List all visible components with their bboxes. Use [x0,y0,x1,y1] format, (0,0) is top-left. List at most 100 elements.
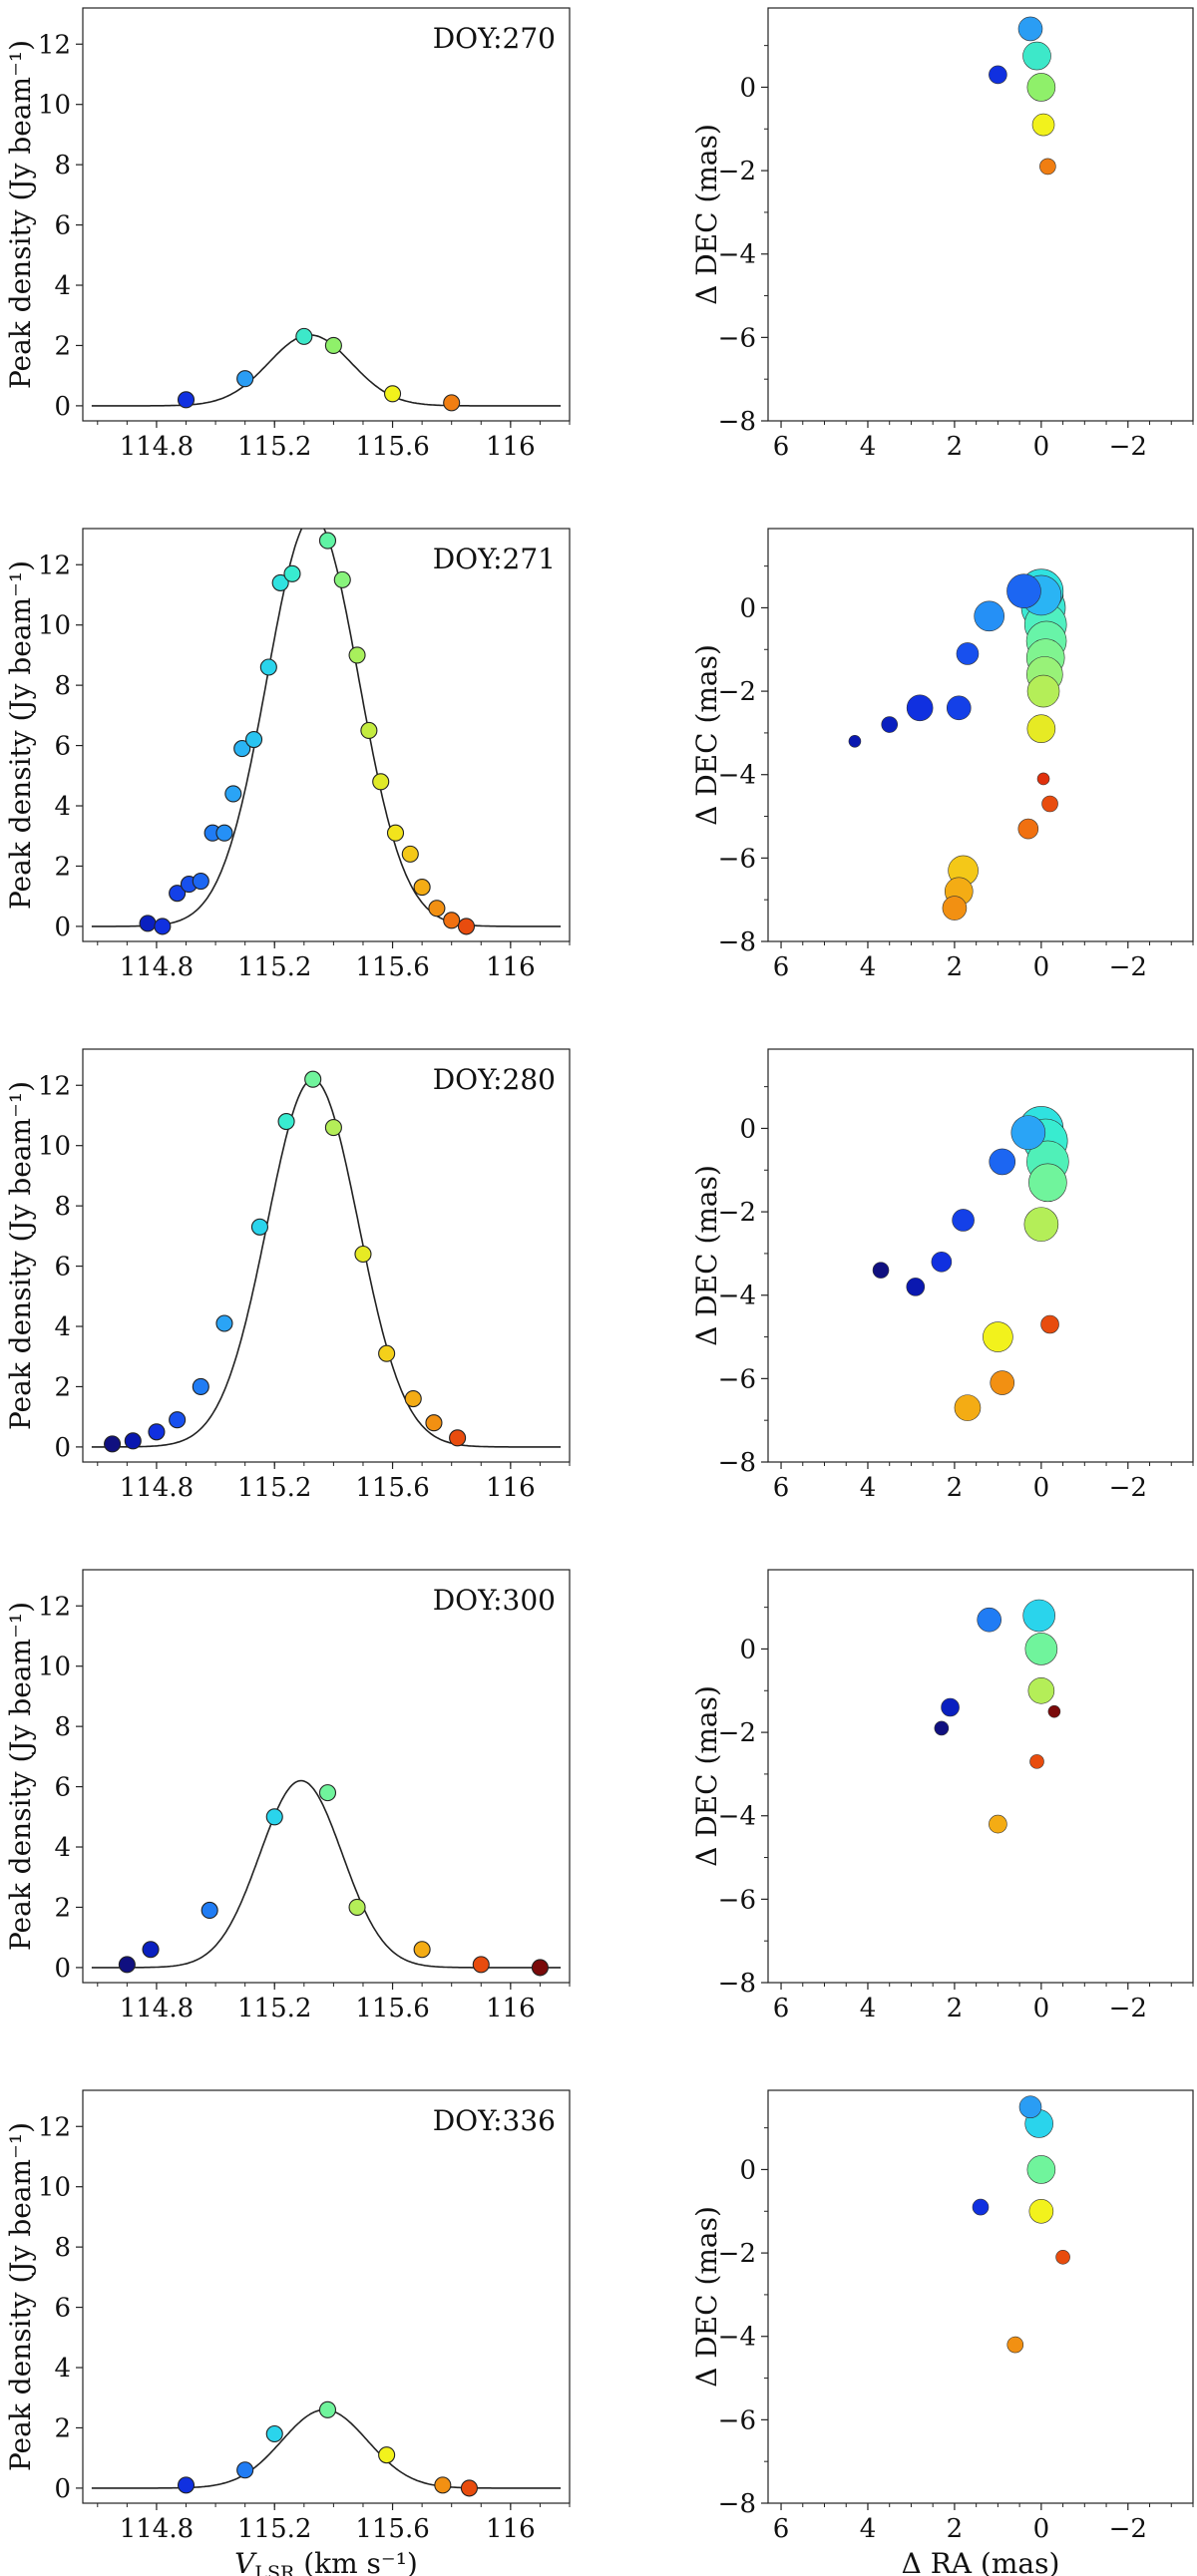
x-tick-label: 0 [1033,1473,1050,1503]
x-tick-label: 115.6 [355,952,429,982]
spectrum-frame [82,1048,571,1463]
gaussian-fit-curve [91,1779,562,1969]
panel-row-3: 114.8 115.2 115.6 116 0 2 4 6 8 10 12 DOY:280 Peak d… [4,1048,1194,1503]
x-tick-label: 115.2 [237,1994,311,2024]
maser-spot [1028,2198,1054,2224]
y-tick-label: −4 [718,761,756,791]
x-tick-label: 115.2 [237,2514,311,2544]
spectrum-point [360,721,378,740]
spectrum-point [401,845,419,863]
y-axis-label: Peak density (Jy beam⁻¹) [4,560,37,910]
y-tick-label: 8 [54,1712,71,1742]
spectrum-point [224,785,242,803]
x-tick-label: 2 [947,952,964,982]
maser-spot [989,65,1007,85]
spectrum-point [324,1119,342,1137]
y-tick-label: 12 [38,30,71,60]
x-tick-label: 2 [947,1994,964,2024]
spectrum-point [378,2446,396,2464]
spectrum-point [425,1414,443,1432]
spectrum-point [118,1956,136,1974]
maser-spot [1023,1207,1059,1242]
y-axis-label: Δ DEC (mas) [690,124,723,305]
y-axis-label: Δ DEC (mas) [690,1685,723,1867]
maser-spot [1006,573,1041,609]
x-tick-label: 114.8 [120,952,194,982]
y-tick-label: 12 [38,2112,71,2142]
maser-spot [1027,1676,1055,1704]
spectrum-point [434,2476,452,2494]
y-tick-label: 12 [38,1592,71,1622]
panel-row-5: 114.8 115.2 115.6 116 0 2 4 6 8 10 12 DOY:336 Peak d… [4,2089,1194,2544]
y-tick-label: 4 [54,1312,71,1342]
x-tick-label: −2 [1109,1473,1147,1503]
vlsr-symbol: V [234,2547,257,2576]
spectrum-point [265,2424,283,2443]
maser-spot [881,716,899,733]
y-tick-label: 8 [54,1192,71,1222]
maser-spot [906,1278,926,1296]
y-tick-label: −6 [718,1364,756,1394]
spectrum-frame [82,2089,571,2504]
spot-map-panel: 6 4 2 0 −2 0 −2 −4 −6 −8 Δ DEC (mas) [690,1569,1194,2024]
spectrum-point [265,1808,283,1826]
x-tick-label: 116 [486,432,536,462]
y-tick-label: 6 [54,732,71,762]
panel-row-1: 114.8 115.2 115.6 116 0 2 4 6 8 10 12 DOY:270 Peak d… [4,7,1194,462]
y-tick-label: 0 [54,1954,71,1984]
spectrum-point [233,740,251,758]
x-tick-label: 6 [773,1473,790,1503]
y-tick-label: 0 [739,1635,756,1664]
spectrum-point [192,1377,209,1396]
maser-spot [1006,2336,1024,2354]
spectrum-point [295,327,313,345]
maser-spot [1039,158,1056,176]
maser-spot [942,896,968,920]
x-tick-label: 116 [486,952,536,982]
spectrum-panel: 114.8 115.2 115.6 116 0 2 4 6 8 10 12 DOY:300 Peak d… [4,1569,571,2024]
y-axis-label: Δ DEC (mas) [690,644,723,826]
x-axis-label-velocity: VLSR (km s⁻¹) [234,2547,418,2576]
vlsr-unit: (km s⁻¹) [294,2547,418,2576]
maser-spot [1022,41,1051,71]
spectrum-point [378,1344,396,1362]
y-axis-label: Peak density (Jy beam⁻¹) [4,1081,37,1430]
x-tick-label: 114.8 [120,2514,194,2544]
x-tick-label: 4 [860,1994,877,2024]
maser-spot [872,1262,890,1279]
y-tick-label: 2 [54,2413,71,2443]
spectrum-point [215,1314,233,1332]
spectrum-point [460,2479,478,2497]
y-tick-label: −6 [718,844,756,874]
maser-spot [989,1148,1016,1176]
y-tick-label: −8 [718,1448,756,1478]
y-tick-label: 0 [54,1433,71,1463]
maser-spot [1017,818,1039,840]
x-tick-label: 116 [486,1473,536,1503]
y-tick-label: 10 [38,91,71,121]
doy-label: DOY:280 [433,1063,556,1096]
maser-spot [956,642,980,665]
x-tick-label: −2 [1109,1994,1147,2024]
x-tick-label: −2 [1109,952,1147,982]
y-tick-label: −8 [718,927,756,957]
map-frame [767,2089,1194,2504]
gaussian-fit-curve [91,334,562,407]
x-tick-label: 115.6 [355,432,429,462]
y-axis-label: Peak density (Jy beam⁻¹) [4,40,37,389]
y-tick-label: 8 [54,151,71,181]
y-tick-label: 10 [38,611,71,641]
spectrum-point [148,1423,166,1441]
x-tick-label: 6 [773,432,790,462]
y-tick-label: 2 [54,852,71,882]
maser-spot [983,1321,1013,1352]
y-tick-label: −2 [718,1198,756,1228]
map-frame [767,1048,1194,1463]
spectrum-point [154,918,172,935]
maser-spot [990,1370,1015,1395]
y-tick-label: 4 [54,792,71,822]
spot-map-panel: 6 4 2 0 −2 0 −2 −4 −6 −8 Δ DEC (mas) [690,528,1194,982]
panel-row-4: 114.8 115.2 115.6 116 0 2 4 6 8 10 12 DOY:300 Peak d… [4,1569,1194,2024]
map-frame [767,528,1194,942]
doy-label: DOY:270 [433,22,556,55]
